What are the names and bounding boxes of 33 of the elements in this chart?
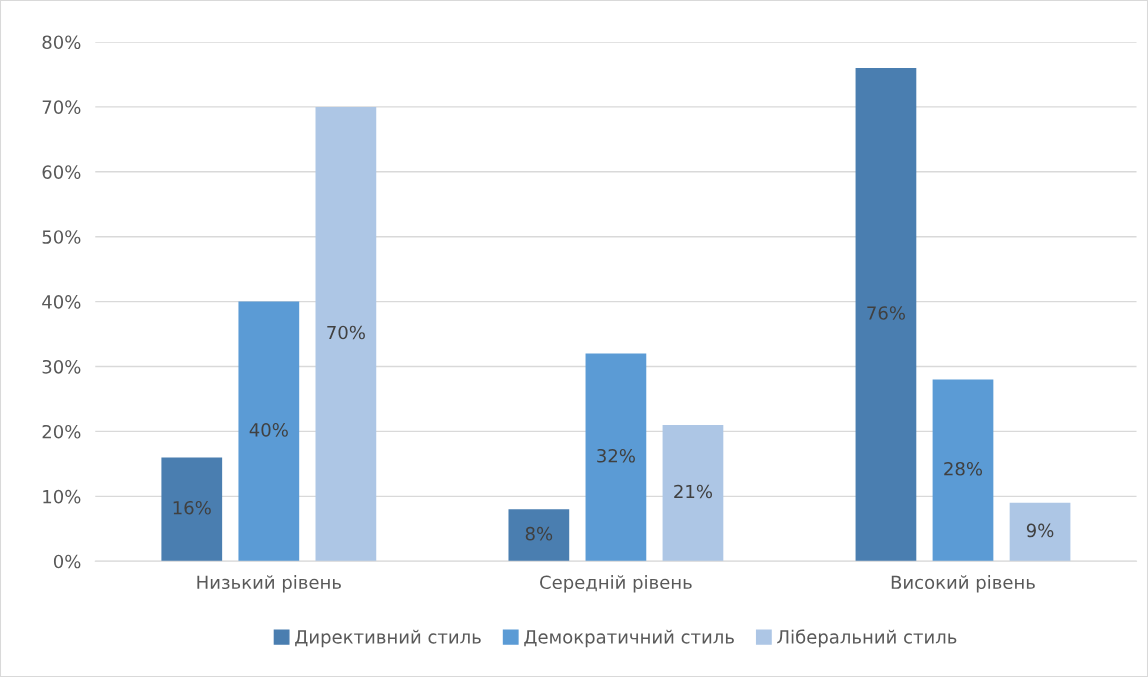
data-label: 28% xyxy=(944,461,983,476)
legend-label: Демократичний стиль xyxy=(524,629,734,648)
y-tick-label: 40% xyxy=(42,295,81,309)
x-tick-label: Низький рівень xyxy=(197,575,341,593)
legend-label: Ліберальний стиль xyxy=(777,629,957,648)
bar xyxy=(585,353,647,562)
data-label: 32% xyxy=(597,448,635,463)
bar xyxy=(161,457,223,562)
bar xyxy=(932,379,994,562)
data-label: 76% xyxy=(867,306,905,320)
y-tick-label: 50% xyxy=(42,230,81,244)
x-tick-label: Високий рівень xyxy=(891,575,1035,593)
y-tick-label: 20% xyxy=(42,424,81,439)
y-tick-label: 70% xyxy=(42,100,81,114)
data-label: 70% xyxy=(327,325,365,340)
y-tick-label: 10% xyxy=(43,489,81,504)
bar xyxy=(508,509,570,562)
y-tick-label: 60% xyxy=(42,165,81,179)
legend-label: Директивний стиль xyxy=(295,629,481,648)
x-tick-label: Середній рівень xyxy=(540,575,692,593)
bar xyxy=(662,424,724,562)
y-tick-label: 80% xyxy=(42,35,81,50)
y-tick-label: 30% xyxy=(42,359,81,374)
data-label: 16% xyxy=(173,500,211,515)
bar xyxy=(315,106,377,562)
data-label: 21% xyxy=(674,484,713,499)
data-label: 40% xyxy=(249,423,288,437)
bar xyxy=(1009,502,1071,562)
y-tick-label: 0% xyxy=(53,554,81,569)
bar xyxy=(855,67,917,562)
data-label: 8% xyxy=(525,526,553,541)
bar xyxy=(238,301,300,562)
data-label: 9% xyxy=(1026,523,1054,538)
